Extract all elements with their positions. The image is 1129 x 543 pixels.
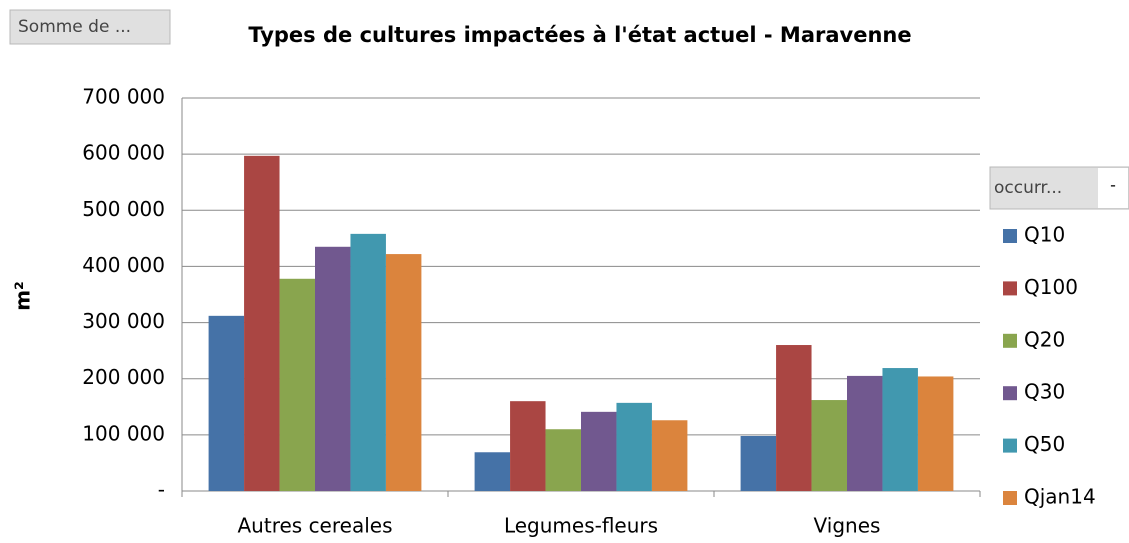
bar [474, 452, 511, 491]
bar [740, 435, 777, 491]
value-field-button-label: Somme de ... [18, 17, 131, 37]
bar [315, 246, 351, 491]
legend-label: Q50 [1024, 432, 1065, 456]
bar [882, 368, 918, 491]
legend-swatch [1003, 281, 1017, 296]
bar [776, 345, 812, 491]
bar [917, 376, 954, 491]
legend-label: Q20 [1024, 327, 1065, 351]
x-tick-label: Vignes [814, 514, 881, 538]
bar [510, 401, 546, 491]
y-tick-label: 100 000 [82, 421, 165, 445]
legend-swatch [1003, 333, 1017, 348]
bar [616, 402, 652, 491]
bar [385, 254, 422, 491]
x-tick-label: Legumes-fleurs [504, 514, 658, 538]
y-tick-label: 500 000 [82, 197, 165, 221]
dropdown-arrow: - [1110, 176, 1116, 195]
y-axis-label: m² [11, 281, 35, 311]
chart-title: Types de cultures impactées à l'état act… [248, 23, 911, 47]
y-tick-label: - [158, 478, 165, 502]
legend-label: Q10 [1024, 223, 1065, 247]
legend-label: Qjan14 [1024, 485, 1096, 509]
bar [847, 375, 883, 491]
y-tick-label: 200 000 [82, 365, 165, 389]
legend-label: Q30 [1024, 380, 1065, 404]
bar [208, 315, 245, 491]
legend-swatch [1003, 386, 1017, 401]
bar [545, 429, 581, 491]
value-field-button[interactable] [9, 9, 171, 45]
bar [244, 155, 280, 491]
bar [811, 400, 847, 491]
bar [279, 278, 315, 491]
dropdown-area [1098, 168, 1128, 208]
bar [651, 420, 688, 491]
y-tick-label: 300 000 [82, 309, 165, 333]
y-tick-label: 600 000 [82, 141, 165, 165]
legend-field-button-label: occurr... [994, 178, 1062, 198]
legend-label: Q100 [1024, 275, 1078, 299]
legend-swatch [1003, 491, 1017, 505]
x-tick-label: Autres cereales [238, 514, 393, 538]
legend-swatch [1003, 438, 1017, 453]
y-tick-label: 700 000 [82, 85, 165, 109]
bar [350, 233, 386, 491]
bar [581, 411, 617, 491]
legend-swatch [1003, 229, 1017, 243]
y-tick-label: 400 000 [82, 253, 165, 277]
